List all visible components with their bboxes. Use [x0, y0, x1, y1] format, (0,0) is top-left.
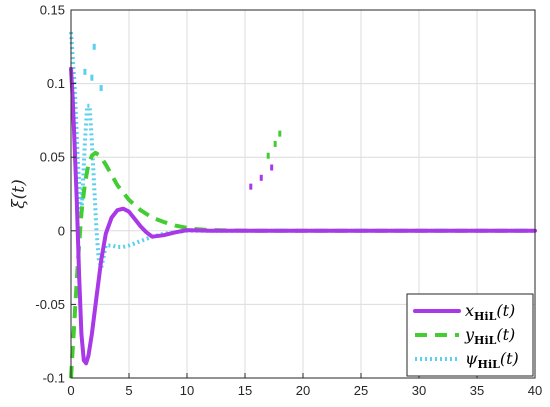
stray-marker — [259, 174, 263, 181]
x-axis: 0 5 10 15 20 25 30 35 40 — [67, 373, 542, 398]
y-tick-label: -0.05 — [35, 297, 65, 312]
grid-lines — [70, 9, 536, 379]
legend-entry: yHiL(t) — [464, 325, 515, 347]
stray-markers — [83, 43, 282, 190]
stray-marker — [273, 140, 277, 147]
stray-marker — [92, 43, 96, 50]
x-tick-label: 40 — [528, 383, 542, 398]
series-layer — [69, 31, 537, 379]
y-tick-label: 0.15 — [40, 3, 65, 18]
x-tick-label: 25 — [354, 383, 368, 398]
x-tick-label: 35 — [470, 383, 484, 398]
x-tick-label: 5 — [125, 383, 132, 398]
stray-marker — [270, 164, 274, 171]
y-axis: -0.1 -0.05 0 0.05 0.1 0.15 — [35, 3, 76, 386]
stray-marker — [83, 68, 87, 75]
legend: xHiL(t)yHiL(t)ψHiL(t) — [406, 293, 534, 377]
legend-entry: xHiL(t) — [465, 301, 515, 323]
legend-entry: ψHiL(t) — [465, 349, 519, 371]
series-line-dashed — [69, 150, 535, 379]
y-tick-label: 0.05 — [40, 150, 65, 165]
stray-marker — [99, 85, 103, 92]
y-axis-label: ξ(t) — [9, 179, 29, 208]
x-tick-label: 15 — [238, 383, 252, 398]
x-tick-label: 10 — [180, 383, 194, 398]
x-tick-label: 30 — [412, 383, 426, 398]
y-tick-label: -0.1 — [43, 371, 65, 386]
y-tick-label: 0.1 — [47, 76, 65, 91]
stray-marker — [90, 74, 94, 81]
y-tick-label: 0 — [58, 223, 65, 238]
x-tick-label: 20 — [296, 383, 310, 398]
x-tick-label: 0 — [67, 383, 74, 398]
stray-marker — [249, 183, 253, 190]
legend-box — [406, 293, 534, 377]
stray-marker — [278, 130, 282, 137]
stray-marker — [266, 152, 270, 159]
series-line-solid — [69, 66, 537, 366]
